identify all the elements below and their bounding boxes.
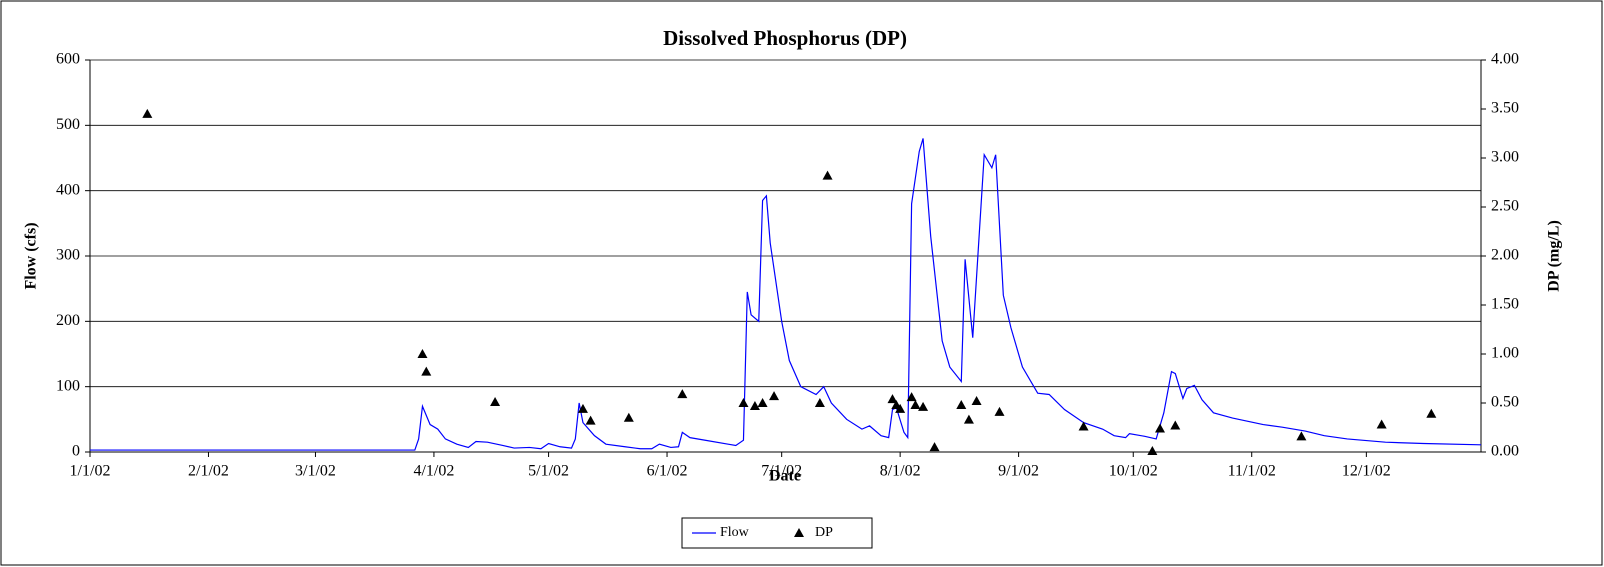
x-tick-label: 2/1/02 xyxy=(188,463,229,480)
x-axis-label: Date xyxy=(769,468,801,485)
dp-marker xyxy=(906,392,917,402)
y2-tick-label: 2.50 xyxy=(1491,198,1519,215)
x-tick-label: 5/1/02 xyxy=(528,463,569,480)
y2-tick-label: 4.00 xyxy=(1491,51,1519,68)
y2-tick-label: 2.00 xyxy=(1491,247,1519,264)
dp-marker xyxy=(738,398,749,407)
x-tick-label: 6/1/02 xyxy=(647,463,688,480)
legend-label: DP xyxy=(815,525,833,540)
flow-line xyxy=(90,138,1482,451)
y-axis-label: Flow (cfs) xyxy=(23,222,40,289)
dp-marker xyxy=(421,366,432,376)
dp-marker xyxy=(417,349,428,358)
y2-tick-label: 3.00 xyxy=(1491,149,1519,166)
dp-marker xyxy=(1170,420,1181,430)
y2-axis-label: DP (mg/L) xyxy=(1546,220,1563,292)
dp-marker xyxy=(623,412,634,422)
dp-marker xyxy=(677,389,688,399)
dp-marker xyxy=(585,415,596,425)
y-tick-label: 300 xyxy=(56,247,80,264)
legend-swatch xyxy=(794,528,804,537)
y-tick-label: 500 xyxy=(56,116,80,133)
dp-marker xyxy=(963,414,974,424)
x-tick-label: 12/1/02 xyxy=(1342,463,1391,480)
x-tick-label: 8/1/02 xyxy=(880,463,921,480)
dp-marker xyxy=(895,403,906,413)
y2-tick-label: 0.50 xyxy=(1491,394,1519,411)
y-tick-label: 100 xyxy=(56,377,80,394)
y-tick-label: 400 xyxy=(56,181,80,198)
dp-marker xyxy=(1147,446,1158,456)
dp-marker xyxy=(577,403,588,413)
dp-marker xyxy=(822,170,833,180)
dp-marker xyxy=(910,399,921,409)
x-tick-label: 4/1/02 xyxy=(413,463,454,480)
y-tick-label: 0 xyxy=(72,443,80,460)
x-tick-label: 9/1/02 xyxy=(998,463,1039,480)
x-tick-label: 1/1/02 xyxy=(70,463,111,480)
dp-marker xyxy=(1078,421,1089,431)
y2-tick-label: 0.00 xyxy=(1491,443,1519,460)
legend-label: Flow xyxy=(720,525,750,540)
y2-tick-label: 1.00 xyxy=(1491,345,1519,362)
x-tick-label: 10/1/02 xyxy=(1109,463,1158,480)
dp-marker xyxy=(994,406,1005,416)
dp-marker xyxy=(814,398,825,407)
dp-marker xyxy=(490,397,501,407)
dp-marker xyxy=(971,396,982,406)
dp-marker xyxy=(1376,419,1387,429)
y2-tick-label: 1.50 xyxy=(1491,296,1519,313)
dp-marker xyxy=(142,108,153,118)
dp-marker xyxy=(887,394,898,404)
y2-tick-label: 3.50 xyxy=(1491,100,1519,117)
chart-title: Dissolved Phosphorus (DP) xyxy=(663,26,907,50)
dp-marker xyxy=(1155,423,1165,433)
dp-marker xyxy=(956,399,967,409)
dp-marker xyxy=(749,400,760,410)
y-tick-label: 200 xyxy=(56,312,80,329)
dp-marker xyxy=(929,442,940,452)
dp-marker xyxy=(1426,408,1437,418)
y-tick-label: 600 xyxy=(56,51,80,68)
x-tick-label: 7/1/02 xyxy=(761,463,802,480)
dp-marker xyxy=(769,391,780,401)
dp-marker xyxy=(918,401,929,411)
dp-marker xyxy=(757,398,768,407)
x-tick-label: 3/1/02 xyxy=(295,463,336,480)
dp-marker xyxy=(1296,431,1307,441)
x-tick-label: 11/1/02 xyxy=(1228,463,1276,480)
